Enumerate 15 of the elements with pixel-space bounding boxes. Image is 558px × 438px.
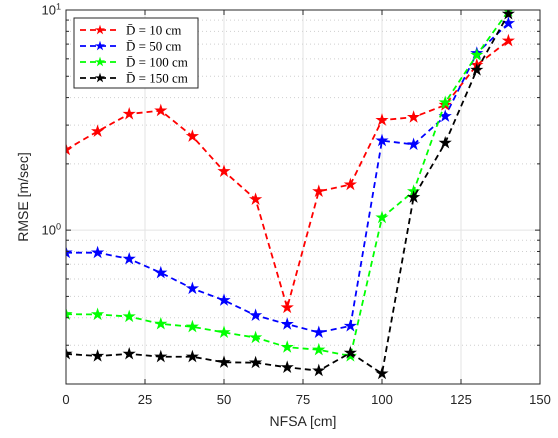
- x-tick-label: 25: [138, 392, 152, 407]
- x-tick-label: 0: [62, 392, 70, 407]
- y-axis-title: RMSE [m/sec]: [15, 152, 31, 242]
- legend-label: D̄ = 10 cm: [126, 22, 182, 38]
- legend-label: D̄ = 150 cm: [126, 70, 188, 86]
- x-tick-label: 150: [529, 392, 551, 407]
- x-tick-label: 75: [296, 392, 310, 407]
- x-tick-label: 100: [371, 392, 393, 407]
- legend-label: D̄ = 50 cm: [126, 38, 182, 54]
- x-axis-title: NFSA [cm]: [270, 413, 336, 429]
- y-tick-label: 10$^{1}$: [41, 2, 61, 18]
- legend-label: D̄ = 100 cm: [126, 54, 188, 70]
- x-tick-label: 125: [450, 392, 472, 407]
- x-tick-label: 50: [216, 392, 232, 407]
- y-tick-label: 10$^{0}$: [41, 222, 61, 238]
